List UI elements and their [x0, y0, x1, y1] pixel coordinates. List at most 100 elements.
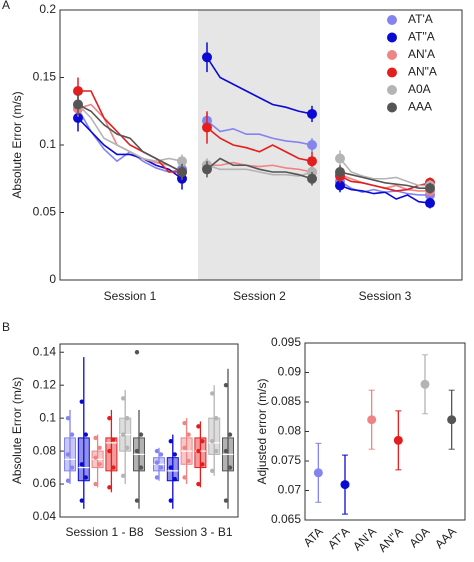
marker [202, 164, 212, 175]
y-tick-label: 0.15 [33, 70, 57, 84]
marker [93, 455, 98, 460]
marker [73, 99, 83, 110]
series-line [339, 184, 431, 204]
marker [125, 445, 130, 450]
marker [138, 432, 144, 437]
box [208, 417, 221, 455]
marker [172, 452, 177, 457]
marker [83, 475, 89, 480]
marker [223, 498, 229, 503]
marker [425, 183, 435, 194]
y-tick-label: 0.12 [33, 377, 57, 391]
marker [210, 468, 215, 474]
legend-label: A0A [408, 82, 431, 96]
marker [97, 445, 102, 450]
y-axis-label: Adjusted error (m/s) [255, 378, 269, 484]
box [77, 437, 90, 482]
x-tick-label: A0A [406, 524, 432, 550]
marker [186, 432, 191, 437]
y-tick-label: 0.085 [271, 394, 301, 408]
x-tick-label: Session 1 [104, 289, 157, 303]
marker [227, 432, 233, 437]
marker [93, 435, 98, 441]
marker [307, 156, 317, 167]
series-line [77, 103, 183, 163]
marker [172, 476, 177, 482]
series-line [207, 161, 313, 173]
marker [83, 432, 89, 437]
series-line [206, 126, 313, 162]
marker [125, 415, 130, 421]
marker [121, 473, 126, 479]
marker [65, 452, 71, 457]
y-tick-label: 0.2 [39, 2, 56, 16]
y-axis-label: Absolute Error (m/s) [10, 377, 24, 484]
series-line [206, 164, 313, 177]
panel-label: B [2, 320, 10, 334]
marker [158, 452, 164, 457]
marker [202, 122, 212, 133]
marker [158, 465, 164, 470]
legend-label: AAA [408, 100, 432, 114]
marker [134, 350, 140, 355]
series-line [206, 56, 313, 115]
marker [196, 481, 201, 487]
marker [335, 167, 345, 177]
x-tick-label: Session 3 - B1 [154, 525, 232, 539]
marker [186, 458, 191, 464]
legend-label: AN'A [408, 47, 435, 61]
marker [425, 198, 435, 209]
x-tick-label: AN"A [375, 524, 405, 554]
axes-box [59, 343, 239, 518]
legend-marker [387, 102, 397, 113]
box [166, 457, 179, 482]
marker [313, 468, 323, 478]
y-tick-label: 0.06 [33, 476, 57, 490]
marker [177, 167, 187, 177]
marker [97, 462, 102, 467]
marker [168, 498, 173, 503]
series-line [77, 108, 183, 173]
marker [335, 153, 345, 164]
marker [393, 435, 403, 445]
y-tick-label: 0.1 [39, 410, 56, 424]
marker [202, 52, 212, 63]
y-axis-label: Absolute Error (m/s) [10, 91, 24, 198]
marker [107, 485, 112, 490]
y-tick-label: 0.08 [33, 443, 57, 457]
y-tick-label: 0.07 [278, 483, 302, 497]
y-tick-label: 0.08 [278, 424, 302, 438]
x-tick-label: AN'A [350, 524, 379, 553]
y-tick-label: 0.1 [39, 137, 56, 151]
marker [223, 448, 229, 454]
marker [196, 448, 201, 454]
marker [65, 478, 71, 483]
marker [223, 382, 229, 388]
marker [182, 420, 187, 426]
legend-marker [387, 32, 397, 43]
marker [307, 140, 317, 150]
panel-label: A [2, 0, 10, 12]
marker [307, 108, 317, 119]
marker [65, 415, 71, 421]
marker [134, 448, 140, 454]
marker [210, 391, 215, 396]
marker [111, 437, 116, 442]
marker [200, 462, 205, 467]
session-shading [198, 10, 320, 280]
box [105, 437, 118, 472]
marker [154, 460, 160, 465]
marker [111, 465, 116, 470]
marker [182, 475, 187, 480]
series-line [339, 171, 430, 189]
x-tick-label: Session 2 [233, 289, 286, 303]
marker [79, 462, 85, 467]
marker [69, 432, 75, 437]
axes-box [304, 342, 466, 521]
legend-marker [387, 85, 397, 95]
series-line [77, 103, 183, 173]
marker [227, 465, 233, 470]
y-tick-label: 0.075 [271, 453, 301, 467]
box [194, 437, 207, 469]
